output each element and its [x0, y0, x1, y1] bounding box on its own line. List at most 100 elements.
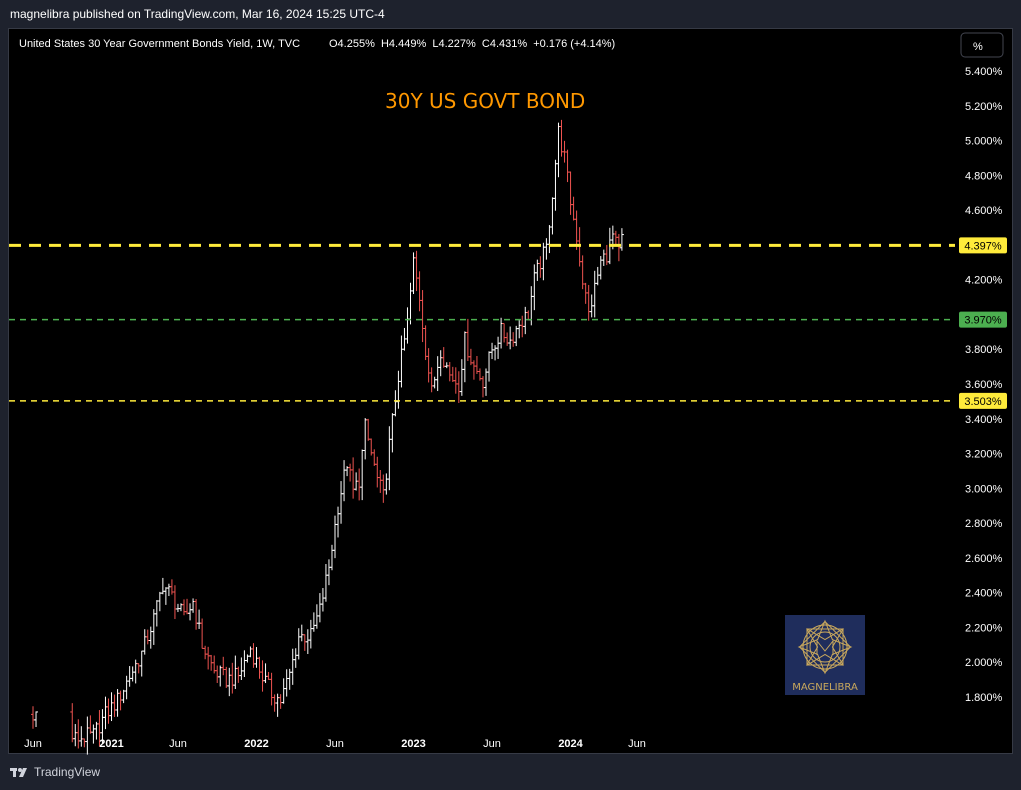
- ohlc-bar: [342, 460, 347, 502]
- ohlc-bar: [532, 264, 537, 311]
- ohlc-bar: [414, 250, 419, 292]
- x-tick-label: Jun: [169, 738, 187, 750]
- chart-legend-ohlc: O4.255% H4.449% L4.227% C4.431% +0.176 (…: [329, 38, 615, 50]
- y-tick-label: 5.200%: [965, 101, 1003, 113]
- ohlc-bar: [148, 626, 153, 649]
- top-bar: magnelibra published on TradingView.com,…: [0, 0, 1021, 28]
- ohlc-bar: [224, 666, 229, 688]
- ohlc-bar: [423, 325, 428, 361]
- ohlc-bar: [441, 347, 446, 368]
- ohlc-bar: [82, 738, 87, 748]
- ohlc-bar: [85, 716, 90, 755]
- horizontal-levels[interactable]: 4.397% 3.970% 3.503%: [9, 237, 1007, 409]
- ohlc-bar: [435, 356, 440, 392]
- ohlc-bar: [601, 249, 606, 266]
- ohlc-bar: [399, 335, 404, 388]
- ohlc-bar: [393, 390, 398, 417]
- ohlc-bar: [405, 307, 410, 344]
- y-tick-label: 3.200%: [965, 449, 1003, 461]
- x-tick-label: 2024: [558, 738, 583, 750]
- ohlc-bar: [348, 463, 353, 482]
- ohlc-bar: [257, 656, 262, 679]
- ohlc-bar: [366, 418, 371, 441]
- ohlc-bar: [363, 418, 368, 460]
- ohlc-bar: [453, 367, 458, 394]
- ohlc-bar: [595, 266, 600, 286]
- ohlc-bar: [142, 629, 147, 655]
- x-tick-label: Jun: [24, 738, 42, 750]
- ohlc-bar: [372, 449, 377, 466]
- y-tick-label: 4.600%: [965, 205, 1003, 217]
- ohlc-bar: [490, 342, 495, 360]
- ohlc-bar: [154, 600, 159, 627]
- ohlc-bar: [88, 715, 93, 734]
- ohlc-bar: [185, 598, 190, 615]
- price-axis[interactable]: 5.400% 5.200% 5.000% 4.800% 4.600% 4.200% 3.80…: [965, 66, 1003, 704]
- level-price-label: 3.503%: [964, 396, 1002, 408]
- ohlc-bar: [450, 366, 455, 383]
- ohlc-bar: [447, 361, 452, 382]
- ohlc-bar: [387, 426, 392, 491]
- chart-svg[interactable]: 4.397% 3.970% 3.503% United States 30 Year…: [9, 29, 1014, 755]
- ohlc-bar: [299, 624, 304, 642]
- ohlc-bar: [139, 650, 144, 677]
- ohlc-bar: [94, 721, 99, 740]
- ohlc-bar: [227, 667, 232, 697]
- x-tick-label: 2023: [401, 738, 425, 750]
- ohlc-bar: [290, 648, 295, 685]
- ohlc-bar: [91, 724, 96, 744]
- ohlc-bar: [218, 665, 223, 687]
- ohlc-bar: [438, 350, 443, 377]
- ohlc-bar: [559, 119, 564, 157]
- chart-legend-symbol: United States 30 Year Government Bonds Y…: [19, 38, 300, 50]
- ohlc-bar: [79, 726, 84, 747]
- level-price-tag: 3.970%: [959, 311, 1007, 328]
- watermark-text: MAGNELIBRA: [792, 682, 858, 693]
- ohlc-bar: [471, 360, 476, 380]
- ohlc-bar: [553, 159, 558, 211]
- ohlc-bar: [336, 506, 341, 538]
- ohlc-bar: [523, 306, 528, 335]
- ohlc-bar: [417, 271, 422, 312]
- ohlc-bar: [317, 593, 322, 623]
- ohlc-bar: [194, 599, 199, 630]
- ohlc-bar: [314, 604, 319, 629]
- ohlc-bar: [547, 225, 552, 254]
- ohlc-bar: [166, 583, 171, 597]
- ohlc-bar: [302, 634, 307, 651]
- ohlc-bar: [456, 371, 461, 404]
- chart-pane[interactable]: 4.397% 3.970% 3.503% United States 30 Year…: [8, 28, 1014, 755]
- ohlc-bar: [538, 256, 543, 278]
- ohlc-bar: [598, 256, 603, 280]
- ohlc-bar: [568, 171, 573, 215]
- y-tick-label: 4.800%: [965, 170, 1003, 182]
- ohlc-bar: [493, 345, 498, 361]
- time-axis[interactable]: Jun 2021 Jun 2022 Jun 2023 Jun 2024 Jun: [24, 738, 646, 750]
- ohlc-bar: [592, 270, 597, 318]
- ohlc-bar: [505, 332, 510, 346]
- ohlc-bar: [586, 284, 591, 321]
- ohlc-bar: [535, 259, 540, 281]
- ohlc-bar: [215, 665, 220, 683]
- ohlc-bar: [305, 629, 310, 655]
- ohlc-bar: [375, 456, 380, 488]
- ohlc-bar: [357, 468, 362, 501]
- ohlc-bar: [308, 619, 313, 649]
- ohlc-bar: [323, 563, 328, 602]
- ohlc-bar: [571, 196, 576, 221]
- ohlc-bar: [496, 336, 501, 359]
- ohlc-bar: [124, 675, 129, 700]
- tradingview-icon: [10, 768, 27, 777]
- ohlc-bar: [444, 362, 449, 369]
- y-tick-label: 5.000%: [965, 136, 1003, 148]
- ohlc-bar: [76, 719, 81, 749]
- ohlc-bar: [172, 585, 177, 620]
- ohlc-bar: [266, 671, 271, 680]
- ohlc-bar: [420, 290, 425, 343]
- ohlc-bar: [511, 332, 516, 347]
- ohlc-bar: [248, 646, 253, 658]
- ohlc-bar: [293, 648, 298, 668]
- tradingview-logo[interactable]: TradingView: [10, 765, 100, 779]
- scale-toggle-button[interactable]: %: [960, 32, 1004, 58]
- ohlc-bar: [378, 469, 383, 493]
